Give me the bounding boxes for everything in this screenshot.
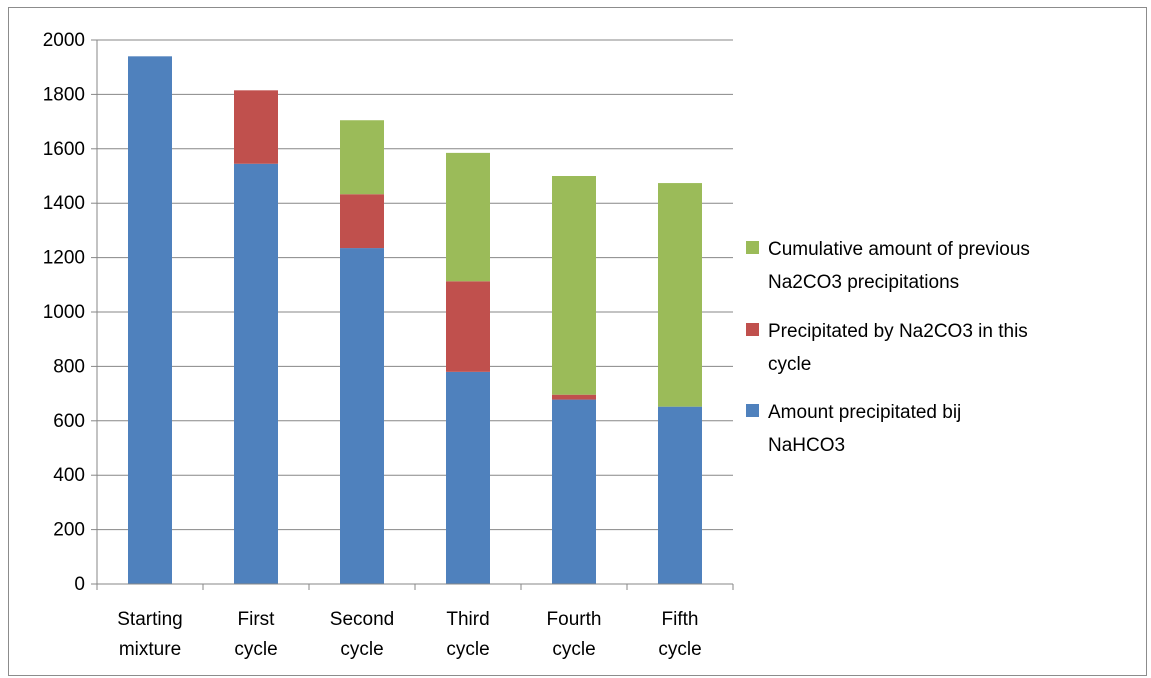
bar-segment-na2co3-this-cycle: [340, 194, 384, 249]
legend-swatch: [746, 404, 759, 417]
bars: [128, 56, 702, 584]
x-tick-label: mixture: [119, 639, 181, 660]
tick-labels: 0 200 400 600 800 1000 1200 1400 1600 1800 2000 Sta…: [43, 30, 702, 660]
axes: [91, 39, 734, 590]
y-tick-label: 400: [53, 465, 85, 486]
bar-segment-nahco3: [234, 163, 278, 584]
bar-segment-nahco3: [340, 248, 384, 584]
y-tick-label: 1600: [43, 139, 85, 160]
legend-label: cycle: [768, 354, 811, 375]
y-tick-label: 2000: [43, 30, 85, 51]
legend-label: Amount precipitated bij: [768, 402, 961, 423]
y-tick-label: 800: [53, 356, 85, 377]
legend-label: Na2CO3 precipitations: [768, 272, 959, 293]
x-tick-label: Second: [330, 609, 394, 630]
y-tick-label: 200: [53, 520, 85, 541]
bar-segment-na2co3-this-cycle: [552, 394, 596, 400]
x-tick-label: Fourth: [547, 609, 602, 630]
bar-segment-nahco3: [446, 371, 490, 584]
bar-segment-na2co3-cumulative: [658, 183, 702, 407]
y-tick-label: 1200: [43, 248, 85, 269]
y-tick-label: 1400: [43, 193, 85, 214]
x-tick-label: Starting: [117, 609, 182, 630]
x-tick-label: cycle: [552, 639, 595, 660]
legend: Cumulative amount of previous Na2CO3 prec…: [746, 239, 1030, 456]
y-tick-label: 1000: [43, 302, 85, 323]
bar-segment-nahco3: [552, 399, 596, 584]
bar-segment-na2co3-cumulative: [446, 152, 490, 282]
x-tick-label: Third: [446, 609, 489, 630]
y-tick-label: 600: [53, 411, 85, 432]
bar-segment-na2co3-cumulative: [552, 176, 596, 395]
gridlines: [97, 39, 733, 531]
bar-segment-na2co3-this-cycle: [446, 281, 490, 372]
bar-segment-nahco3: [658, 406, 702, 584]
legend-label: NaHCO3: [768, 435, 845, 456]
y-tick-label: 0: [74, 574, 85, 595]
x-tick-label: cycle: [340, 639, 383, 660]
legend-label: Cumulative amount of previous: [768, 239, 1030, 260]
x-tick-label: cycle: [446, 639, 489, 660]
y-tick-label: 1800: [43, 84, 85, 105]
legend-swatch: [746, 241, 759, 254]
x-tick-label: First: [238, 609, 276, 630]
bar-segment-nahco3: [128, 56, 172, 584]
x-tick-label: Fifth: [662, 609, 699, 630]
bar-segment-na2co3-this-cycle: [234, 90, 278, 164]
bar-segment-na2co3-cumulative: [340, 120, 384, 195]
x-tick-label: cycle: [234, 639, 277, 660]
legend-label: Precipitated by Na2CO3 in this: [768, 321, 1028, 342]
legend-swatch: [746, 323, 759, 336]
x-tick-label: cycle: [658, 639, 701, 660]
